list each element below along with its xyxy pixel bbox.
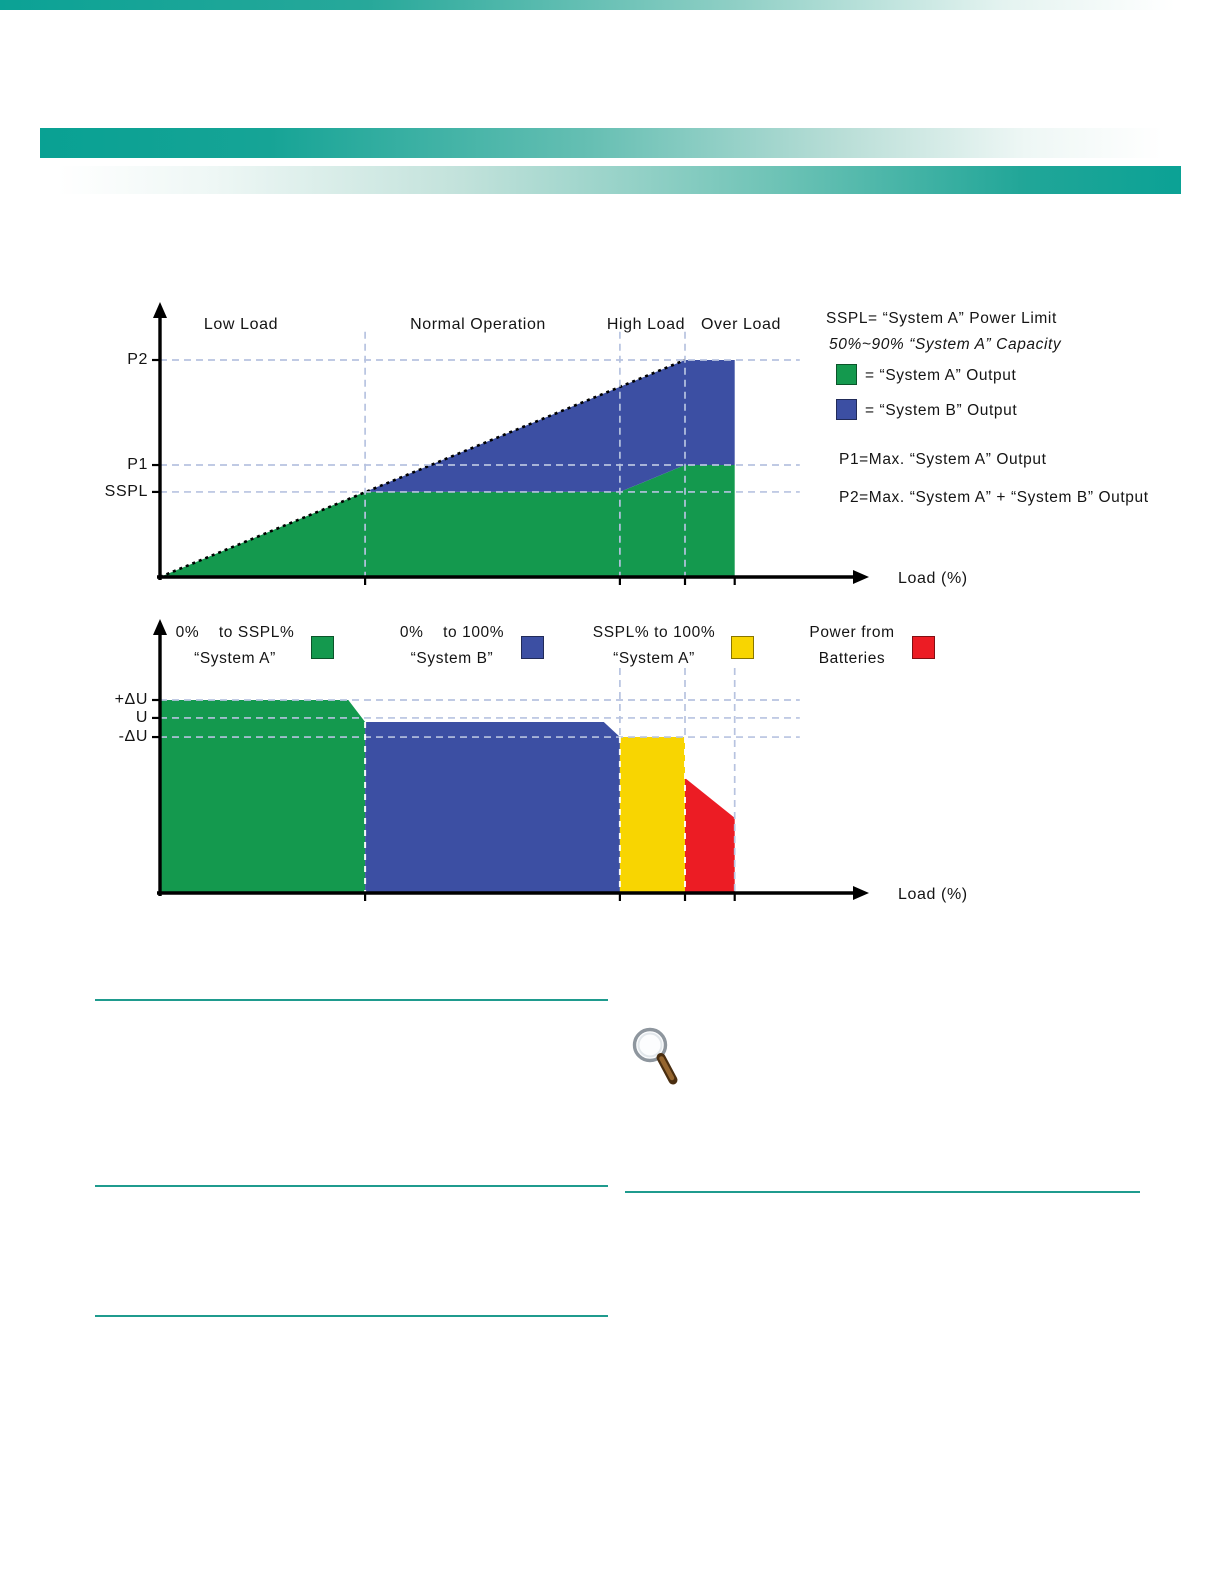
legend2-swatch-red [912, 636, 935, 659]
legend-note-p2: P2=Max. “System A” + “System B” Output [839, 489, 1149, 506]
voltage-vs-load-chart [152, 619, 869, 901]
header-accent-strip [0, 0, 1224, 10]
legend2-range-system-a-high: SSPL% to 100% [592, 624, 716, 641]
region-label-over-load: Over Load [700, 316, 782, 333]
legend2-name-system-b: “System B” [410, 650, 494, 667]
x-axis-label-load-chart1: Load (%) [898, 570, 968, 587]
magnifier-icon [632, 1027, 678, 1085]
section-rule-2 [95, 1185, 608, 1187]
y-axis-label-p1: P1 [127, 456, 148, 473]
section-rule-1 [95, 999, 608, 1001]
x-axis-label-load-chart2: Load (%) [898, 886, 968, 903]
legend-item-system-a-output: = “System A” Output [865, 367, 1017, 384]
legend-item-system-b-output: = “System B” Output [865, 402, 1018, 419]
y-axis-label-minus-du: -ΔU [118, 728, 148, 745]
y-axis-label-p2: P2 [127, 351, 148, 368]
legend2-range-system-a-low: 0% to SSPL% [175, 624, 295, 641]
header-band-lower [57, 166, 1181, 194]
legend2-name-batteries: Batteries [818, 650, 886, 667]
power-sharing-chart [152, 302, 869, 585]
region-label-high-load: High Load [606, 316, 686, 333]
legend2-range-batteries: Power from [809, 624, 895, 641]
y-axis-label-plus-du: +ΔU [114, 691, 148, 708]
y-axis-label-sspl: SSPL [104, 483, 148, 500]
legend2-name-system-a-low: “System A” [194, 650, 276, 667]
legend2-name-system-a-high: “System A” [613, 650, 695, 667]
header-band-upper [40, 128, 1186, 158]
region-label-normal-operation: Normal Operation [410, 316, 546, 333]
section-rule-3 [625, 1191, 1140, 1193]
region-label-low-load: Low Load [203, 316, 279, 333]
legend2-swatch-yellow [731, 636, 754, 659]
legend-swatch-system-a-output [836, 364, 857, 385]
legend2-range-system-b: 0% to 100% [399, 624, 505, 641]
legend-subtitle-capacity: 50%~90% “System A” Capacity [829, 336, 1062, 353]
legend-swatch-system-b-output [836, 399, 857, 420]
legend2-swatch-green [311, 636, 334, 659]
y-axis-label-u: U [135, 709, 148, 726]
legend2-swatch-blue [521, 636, 544, 659]
legend-note-p1: P1=Max. “System A” Output [839, 451, 1047, 468]
section-rule-4 [95, 1315, 608, 1317]
legend-title-sspl: SSPL= “System A” Power Limit [826, 310, 1057, 327]
